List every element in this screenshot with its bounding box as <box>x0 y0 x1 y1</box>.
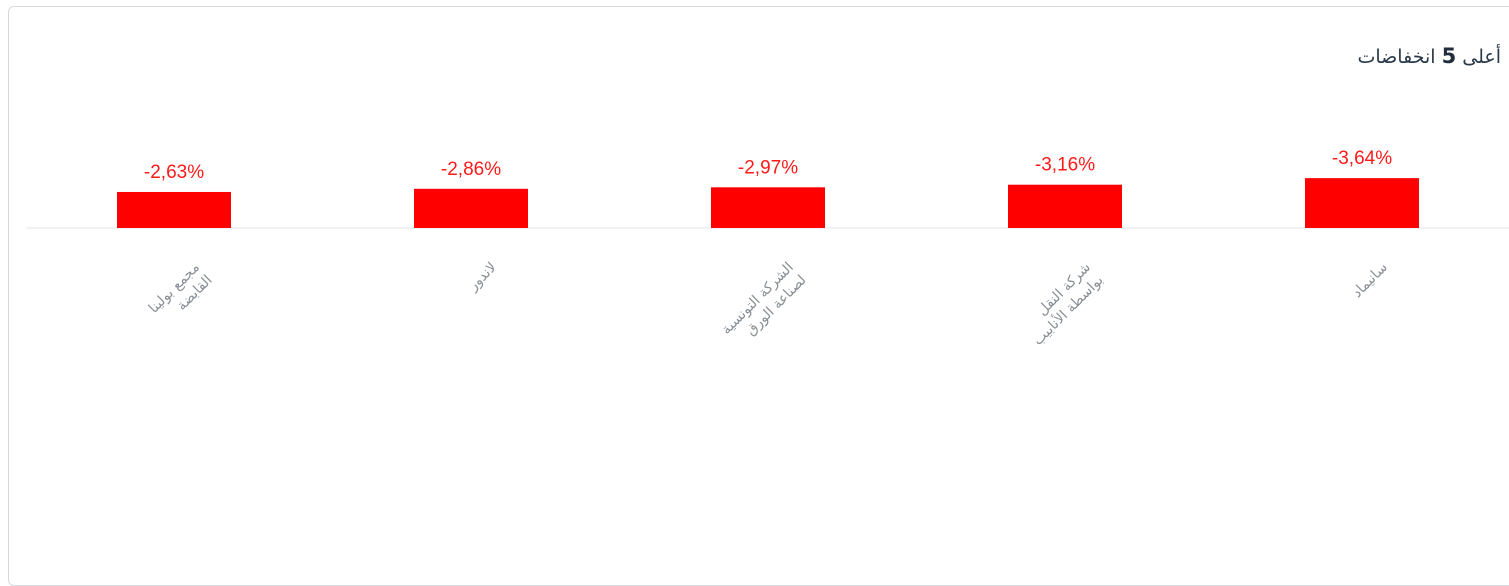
title-suffix: انخفاضات <box>1357 46 1436 68</box>
bar-value-label: -3,64% <box>1332 148 1392 169</box>
category-label: سانيماد <box>1349 260 1391 302</box>
bar[interactable] <box>117 191 231 228</box>
chart-card <box>8 6 1509 586</box>
bar[interactable] <box>414 188 528 228</box>
bar-value-label: -2,63% <box>144 162 204 183</box>
bar-value-label: -2,97% <box>738 157 798 178</box>
bar[interactable] <box>711 187 825 228</box>
title-prefix: أعلى <box>1462 46 1501 68</box>
bar-value-label: -3,16% <box>1035 155 1095 176</box>
title-number: 5 <box>1441 44 1457 68</box>
bar[interactable] <box>1305 178 1419 228</box>
bar-value-label: -2,86% <box>441 159 501 180</box>
category-label-line: سانيماد <box>1349 260 1391 302</box>
category-label: لاندور <box>465 260 500 295</box>
category-label-line: لاندور <box>465 260 500 295</box>
chart-title: أعلى 5 انخفاضات <box>1357 44 1501 68</box>
bar[interactable] <box>1008 184 1122 228</box>
